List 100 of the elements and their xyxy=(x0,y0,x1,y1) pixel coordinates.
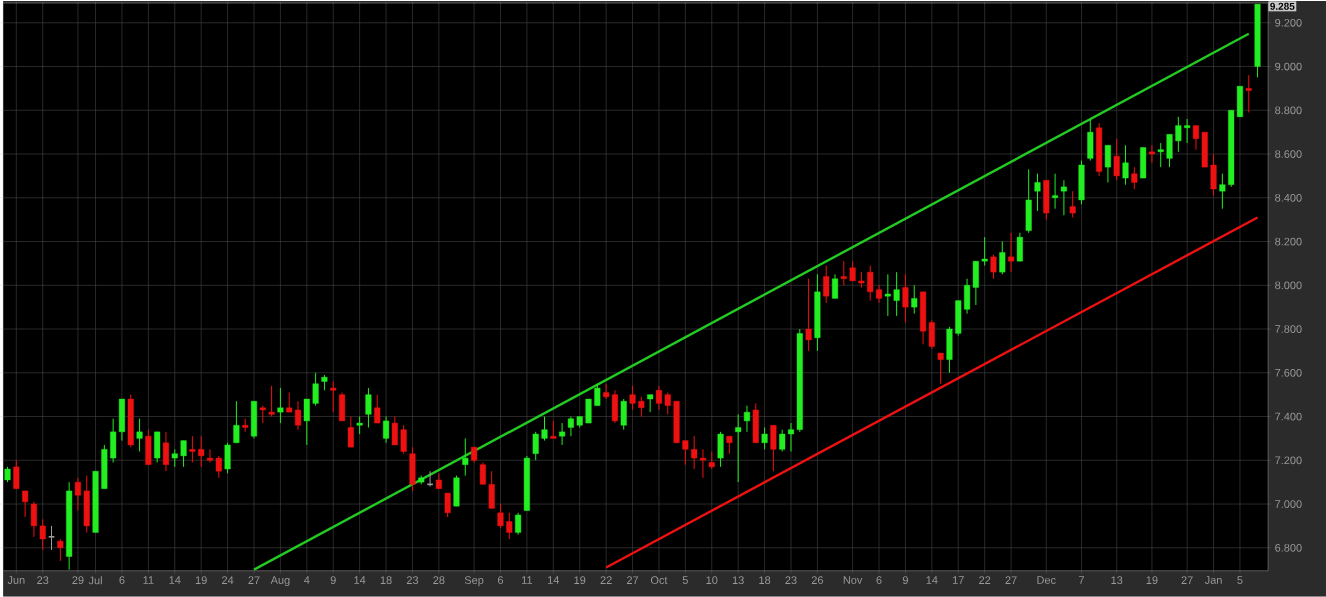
candlestick xyxy=(198,435,205,468)
candlestick xyxy=(391,416,398,446)
candlestick xyxy=(189,435,196,464)
y-tick-label: 7.000 xyxy=(1275,500,1302,509)
candlestick xyxy=(655,385,662,411)
y-tick-label: 9.000 xyxy=(1275,62,1302,71)
candlestick xyxy=(779,429,786,453)
candlestick xyxy=(1157,142,1164,168)
candlestick xyxy=(365,387,372,429)
x-tick-label: 13 xyxy=(732,576,744,585)
x-tick-label: 17 xyxy=(952,576,964,584)
candlestick xyxy=(823,265,830,304)
x-tick-label: Jul xyxy=(88,576,102,585)
candlestick xyxy=(1122,144,1129,186)
x-tick-label: 9 xyxy=(902,576,908,585)
x-tick-label: 24 xyxy=(222,576,234,585)
candlestick xyxy=(911,284,918,315)
candlestick xyxy=(1104,144,1111,184)
candlestick xyxy=(867,265,874,302)
x-tick-label: 6 xyxy=(119,576,125,585)
y-tick-label: 8.400 xyxy=(1275,194,1302,202)
candlestick xyxy=(286,392,293,413)
candlestick xyxy=(1148,144,1155,164)
candlestick xyxy=(647,394,654,413)
x-tick-label: 22 xyxy=(600,576,612,585)
x-tick-label: 6 xyxy=(498,576,504,585)
candlestick xyxy=(1008,232,1015,273)
candlestick xyxy=(22,490,29,518)
candlestick xyxy=(462,438,469,477)
candlestick xyxy=(30,501,37,538)
x-tick-label: 19 xyxy=(1146,576,1158,585)
candlestick xyxy=(990,254,997,280)
candlestick xyxy=(312,372,319,407)
x-tick-label: 27 xyxy=(1005,576,1017,585)
candlestick xyxy=(479,462,486,485)
candlestick xyxy=(893,271,900,317)
candlestick xyxy=(1245,74,1252,114)
candlestick xyxy=(268,385,275,418)
candlestick xyxy=(638,396,645,418)
candlestick xyxy=(849,260,856,282)
x-tick-label: 26 xyxy=(811,576,824,585)
y-tick-label: 7.800 xyxy=(1275,325,1302,334)
x-tick-label: 4 xyxy=(304,576,310,584)
y-tick-label: 8.000 xyxy=(1275,281,1302,290)
x-tick-label: 13 xyxy=(1111,576,1123,585)
x-tick-label: 14 xyxy=(926,576,938,584)
candlestick xyxy=(74,477,81,512)
candlestick xyxy=(761,427,768,450)
x-tick-label: 18 xyxy=(380,576,392,585)
candlestick xyxy=(1113,138,1120,181)
candlestick xyxy=(162,431,169,472)
x-tick-label: 14 xyxy=(354,576,366,584)
candlestick xyxy=(1069,190,1076,219)
y-tick-label: 6.800 xyxy=(1275,544,1302,552)
x-tick-label: 11 xyxy=(143,576,154,584)
candlestick xyxy=(743,405,750,433)
x-tick-label: 23 xyxy=(785,576,797,585)
x-tick-label: 19 xyxy=(574,576,586,585)
x-tick-label: Jan xyxy=(1204,576,1222,585)
x-tick-label: 19 xyxy=(195,576,207,585)
x-tick-label: 23 xyxy=(406,576,419,585)
candlestick xyxy=(57,538,64,562)
candlestick xyxy=(515,512,522,536)
candlestick xyxy=(876,284,883,304)
x-tick-label: Nov xyxy=(843,576,863,585)
y-tick-label: 8.800 xyxy=(1275,106,1302,115)
candlestick xyxy=(937,352,944,385)
candlestick xyxy=(506,512,513,540)
candlestick xyxy=(136,418,143,453)
candlestick xyxy=(206,448,213,464)
candlestick xyxy=(39,519,46,551)
candlestick xyxy=(594,383,601,407)
candlestick xyxy=(629,385,636,411)
candlestick xyxy=(1184,118,1191,144)
y-tick-label: 9.200 xyxy=(1275,19,1302,27)
x-tick-label: Dec xyxy=(1037,576,1056,585)
candlestick xyxy=(1192,125,1199,151)
candlestick xyxy=(444,492,451,518)
candlestick xyxy=(532,431,539,461)
x-tick-label: 10 xyxy=(706,576,718,585)
candlestick xyxy=(981,236,988,267)
x-tick-label: 22 xyxy=(979,576,991,585)
candlestick xyxy=(1219,173,1226,210)
x-tick-label: Sep xyxy=(464,576,484,587)
y-tick-label: 7.600 xyxy=(1275,369,1302,377)
x-tick-label: 28 xyxy=(433,576,445,585)
y-tick-label: 8.200 xyxy=(1275,237,1302,246)
candlestick xyxy=(559,422,566,446)
x-tick-label: Oct xyxy=(650,576,668,585)
candlestick xyxy=(1060,179,1067,216)
candlestick xyxy=(787,422,795,453)
x-tick-label: 9 xyxy=(330,576,336,585)
candlestick xyxy=(383,416,390,444)
x-tick-label: 18 xyxy=(759,576,771,585)
text: 9.285 xyxy=(1270,2,1295,10)
candlestick xyxy=(347,416,354,448)
candlestick xyxy=(805,278,812,352)
candlestick xyxy=(330,381,337,413)
candlestick xyxy=(1175,116,1182,153)
x-tick-label: 29 xyxy=(72,576,84,585)
